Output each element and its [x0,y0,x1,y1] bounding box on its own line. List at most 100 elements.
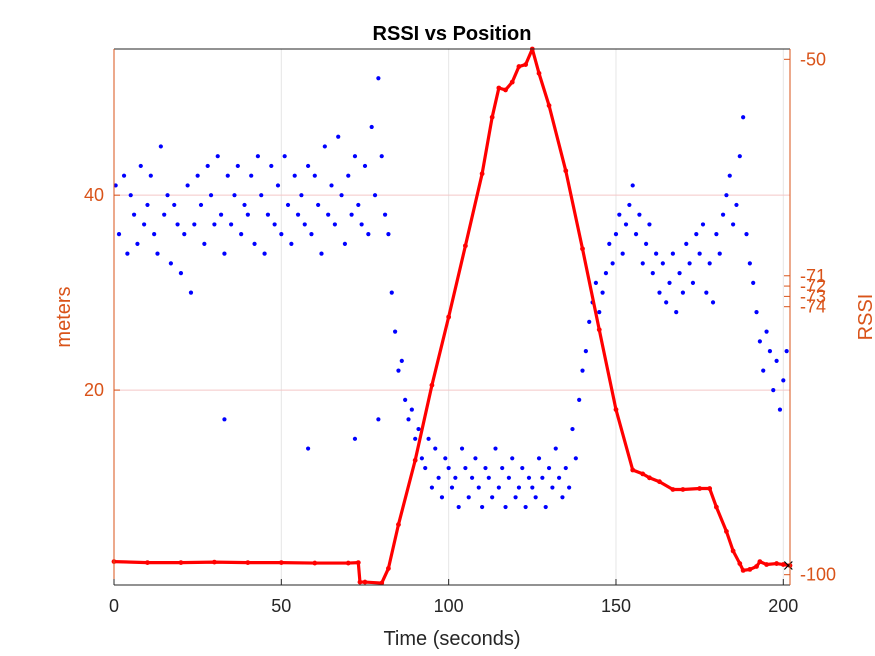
rssi-point [513,495,518,500]
rssi-point [697,251,702,256]
rssi-point [299,193,304,198]
rssi-point [486,475,491,480]
y-tick-label-right: -73 [800,286,826,306]
rssi-point [546,465,552,471]
rssi-point [600,290,605,295]
position-point [713,504,719,510]
position-point [780,562,786,567]
position-point [386,566,391,571]
rssi-point [275,183,281,188]
rssi-point [754,310,759,315]
rssi-point [620,251,625,256]
position-point [362,579,368,585]
rssi-point [737,154,742,159]
position-point [697,486,703,491]
rssi-point [376,76,381,81]
rssi-point [316,202,321,208]
rssi-point [416,426,421,432]
axes [113,48,791,586]
rssi-point [757,339,762,344]
rssi-point [352,436,358,441]
y-tick-label-right: -71 [800,266,826,286]
rssi-point [714,232,719,237]
rssi-point [326,212,331,217]
rssi-point [185,183,190,188]
x-tick-label: 100 [434,596,464,616]
rssi-point [583,349,588,354]
rssi-point [239,232,244,237]
rssi-point [229,222,234,227]
x-tick-label: 200 [768,596,798,616]
rssi-point [516,485,522,490]
ticks: 0 50 100 150 200 20 40 -50 -71-72-73-74 -100 [84,49,836,616]
rssi-point [128,193,133,198]
rssi-point [667,280,672,285]
rssi-point [503,504,508,510]
rssi-point [570,426,575,432]
rssi-point [349,212,354,217]
position-series [111,46,793,586]
rssi-point [476,485,481,490]
rssi-point [376,417,381,422]
position-point [355,560,361,565]
rssi-point [232,193,237,198]
rssi-point [543,504,548,510]
rssi-point [560,495,565,500]
rssi-point [573,456,578,461]
rssi-point [356,202,361,208]
rssi-point [168,261,173,266]
rssi-point [690,280,696,285]
rssi-point [751,280,756,285]
y-tick-label-right: -72 [800,276,826,296]
position-point [630,467,636,473]
rssi-point [664,300,669,305]
rssi-point [490,495,495,500]
rssi-point [172,202,177,208]
position-point [657,479,662,485]
position-point [489,114,495,120]
position-point [670,487,676,492]
rssi-point [771,387,776,393]
position-point [509,79,515,85]
rssi-point [225,173,230,178]
rssi-point [322,144,327,149]
position-point [503,87,508,93]
rssi-point [116,232,122,237]
position-point [536,70,542,76]
position-point [613,407,619,412]
rssi-point [245,212,250,217]
position-point [212,559,217,565]
rssi-point [436,475,441,480]
y-tick-label-left: 40 [84,185,104,205]
rssi-point [744,232,749,237]
rssi-point [493,446,498,451]
rssi-point [439,495,445,500]
rssi-point [764,329,769,334]
y-tick-label-right: -74 [800,297,826,317]
rssi-point [724,193,729,198]
chart-title: RSSI vs Position [373,23,532,45]
rssi-point [627,202,632,208]
rssi-point [677,271,682,276]
rssi-point [403,397,408,402]
position-point [737,561,743,566]
position-point [479,171,485,177]
rssi-point [366,232,371,237]
rssi-point [587,319,592,324]
position-point [462,243,468,249]
rssi-point [135,241,140,247]
y-tick-label-right: -100 [800,565,836,585]
rssi-point [142,222,147,227]
rssi-point [121,173,127,178]
rssi-point [342,241,348,247]
position-point [740,567,746,573]
rssi-point [459,446,465,451]
position-point [345,560,351,566]
position-point [546,103,552,108]
rssi-point [536,456,542,461]
rssi-point [148,173,153,178]
rssi-point [269,163,274,169]
rssi-point [131,212,137,217]
rssi-point [212,222,217,227]
rssi-point [399,358,404,363]
